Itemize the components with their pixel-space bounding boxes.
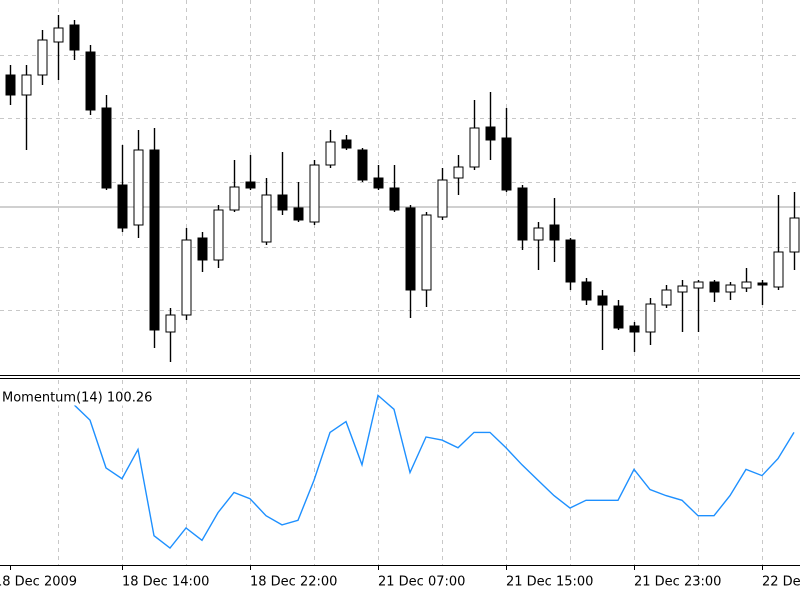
candle-body: [389, 187, 400, 211]
candle-body: [693, 281, 704, 289]
candle-body: [341, 139, 352, 149]
candle-body: [133, 149, 144, 226]
candle-body: [37, 39, 48, 76]
candle-body: [277, 194, 288, 211]
candle-body: [581, 281, 592, 301]
candle-body: [261, 194, 272, 243]
candle-body: [453, 166, 464, 179]
candle-body: [117, 184, 128, 229]
candle-body: [533, 227, 544, 241]
candle-body: [421, 214, 432, 291]
candle-body: [597, 295, 608, 306]
x-tick-label: 21 Dec 15:00: [506, 575, 593, 590]
x-tick-label: 18 Dec 22:00: [250, 575, 337, 590]
candle-body: [5, 74, 16, 96]
marks: [0, 15, 800, 549]
candle-body: [213, 209, 224, 261]
candle-body: [757, 282, 768, 286]
candle-body: [21, 74, 32, 96]
labels: 18 Dec 2009 18 Dec 14:00 18 Dec 22:00 21 De…: [0, 390, 800, 590]
candle-body: [517, 187, 528, 241]
x-tick-label: 22 Dec: [762, 575, 800, 590]
candle-body: [645, 303, 656, 333]
x-tick-label: 18 Dec 14:00: [122, 575, 209, 590]
candle-body: [677, 285, 688, 293]
x-tick-label: 18 Dec 2009: [0, 575, 77, 590]
candle-body: [741, 281, 752, 289]
candle-body: [789, 217, 800, 253]
candle-body: [629, 325, 640, 333]
candle-body: [53, 27, 64, 43]
candle-body: [69, 24, 80, 51]
candle-body: [229, 186, 240, 211]
candle-body: [661, 289, 672, 306]
candle-body: [501, 137, 512, 191]
candle-body: [405, 207, 416, 291]
candle-body: [325, 141, 336, 166]
candle-body: [549, 224, 560, 241]
candle-body: [309, 164, 320, 223]
candle-body: [165, 314, 176, 333]
candle-body: [85, 51, 96, 111]
x-tick-label: 21 Dec 23:00: [634, 575, 721, 590]
momentum-line: [9, 394, 795, 549]
x-tick-label: 21 Dec 07:00: [378, 575, 465, 590]
indicator-title: Momentum(14) 100.26: [2, 391, 152, 406]
candle-body: [197, 237, 208, 261]
candle-body: [709, 281, 720, 293]
title-background: [1, 390, 154, 406]
candle-body: [293, 207, 304, 221]
candle-body: [485, 126, 496, 141]
candle-body: [469, 127, 480, 168]
candle-body: [773, 251, 784, 288]
candle-body: [437, 179, 448, 218]
candle-body: [149, 149, 160, 331]
candle-body: [725, 284, 736, 293]
candle-body: [565, 239, 576, 283]
candle-body: [245, 181, 256, 189]
candle-body: [357, 149, 368, 181]
candle-body: [613, 305, 624, 329]
candle-body: [373, 177, 384, 189]
candle-body: [101, 107, 112, 189]
candle-body: [181, 239, 192, 316]
